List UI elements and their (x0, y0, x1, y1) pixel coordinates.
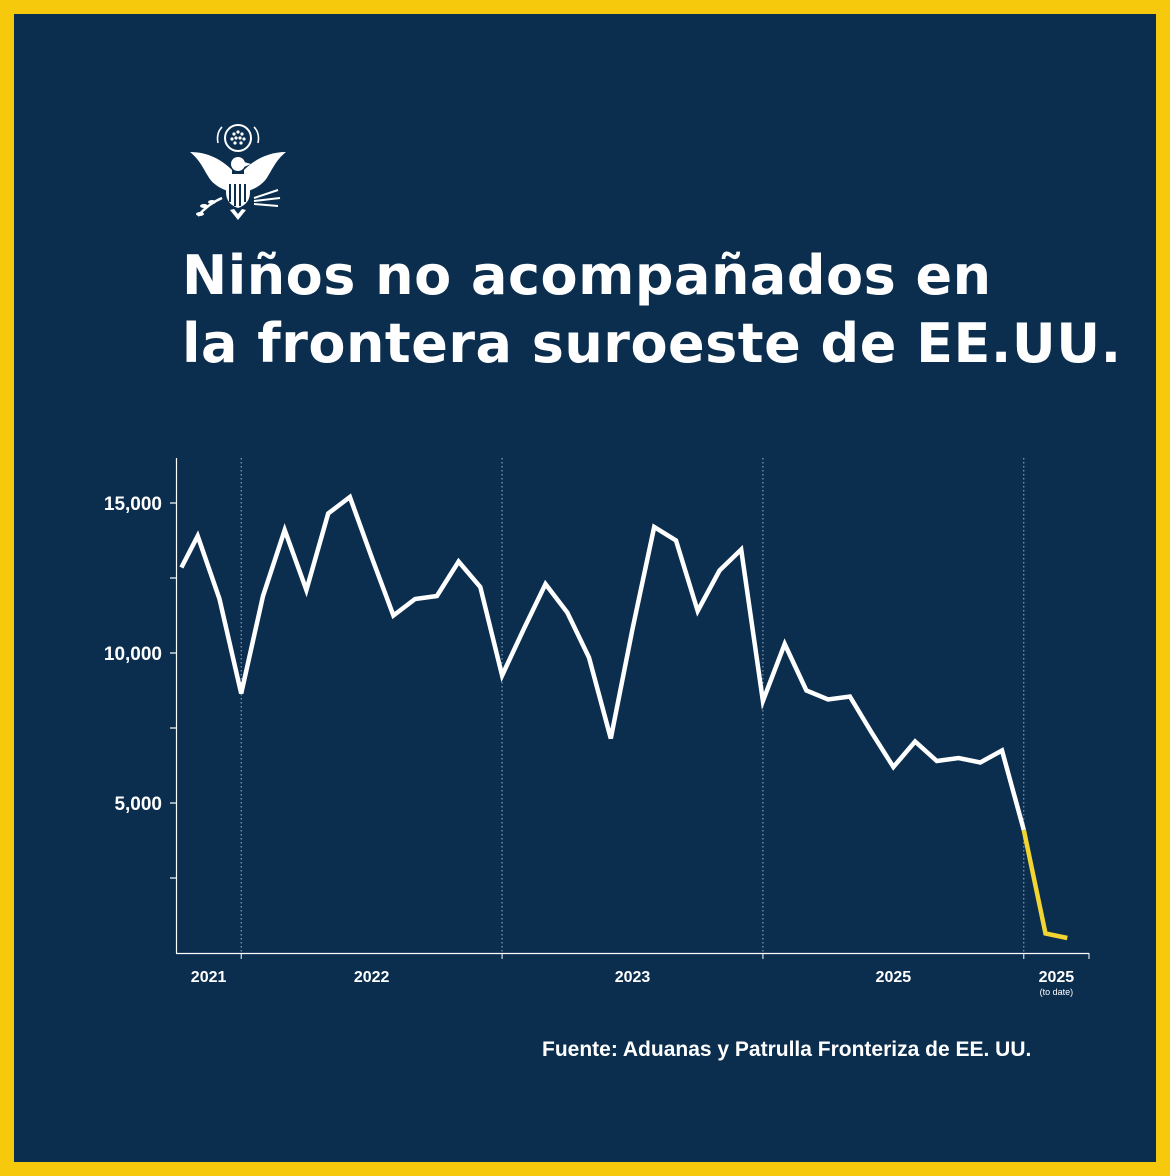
x-group-label: 2023 (615, 969, 651, 986)
y-tick-label: 5,000 (114, 794, 162, 815)
title-line-2: la frontera suroeste de EE.UU. (182, 312, 1122, 375)
x-group-label: 2025 (1039, 969, 1075, 986)
infographic-title: Niños no acompañados en la frontera suro… (182, 242, 1122, 378)
title-line-1: Niños no acompañados en (182, 244, 992, 307)
x-group-note: (to date) (1040, 987, 1074, 997)
y-tick-label: 15,000 (104, 494, 162, 515)
great-seal-eagle-icon (190, 124, 286, 220)
x-group-label: 2022 (354, 969, 390, 986)
x-group-label: 2025 (876, 969, 912, 986)
series-line-monthly (179, 493, 1026, 831)
y-tick-label: 10,000 (104, 644, 162, 665)
series-line-to-date (1021, 829, 1068, 941)
infographic-panel: Niños no acompañados en la frontera suro… (14, 14, 1156, 1162)
x-group-label: 2021 (191, 969, 227, 986)
source-note: Fuente: Aduanas y Patrulla Fronteriza de… (542, 1038, 1032, 1061)
